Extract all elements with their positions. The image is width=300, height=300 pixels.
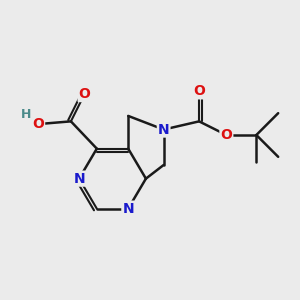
Text: N: N — [122, 202, 134, 216]
Text: N: N — [158, 122, 170, 136]
Text: O: O — [220, 128, 232, 142]
Text: N: N — [73, 172, 85, 186]
Text: O: O — [79, 87, 91, 101]
Text: O: O — [32, 117, 44, 131]
Text: O: O — [193, 84, 205, 98]
Text: H: H — [21, 108, 31, 121]
